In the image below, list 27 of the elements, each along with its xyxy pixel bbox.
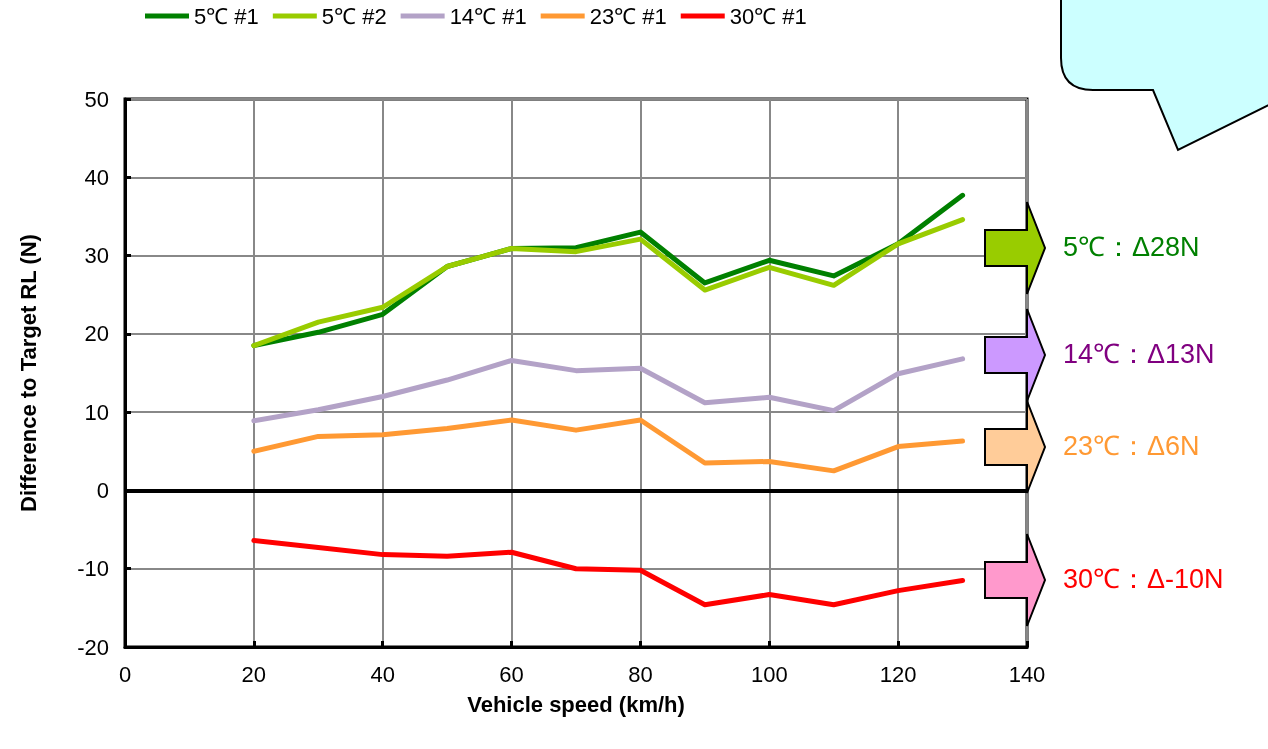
y-tick-label: 0 xyxy=(96,477,109,503)
legend-label: 5℃ #2 xyxy=(321,3,387,29)
x-tick-label: 20 xyxy=(241,661,267,687)
legend-label: 5℃ #1 xyxy=(194,3,259,29)
legend-label: 14℃ #1 xyxy=(449,3,527,29)
x-tick-label: 0 xyxy=(118,661,132,687)
text: 30℃：Δ-10N xyxy=(1063,564,1224,594)
x-tick-label: 60 xyxy=(499,661,524,687)
y-tick-label: 50 xyxy=(84,86,109,112)
y-tick-label: 20 xyxy=(84,321,109,347)
y-axis-title: Difference to Target RL (N) xyxy=(15,234,41,512)
x-axis-title: Vehicle speed (km/h) xyxy=(467,691,685,717)
x-tick-label: 120 xyxy=(879,661,917,687)
y-tick-label: -20 xyxy=(77,634,109,660)
y-tick-label: 40 xyxy=(84,164,109,190)
x-tick-label: 80 xyxy=(628,661,653,687)
y-tick-label: -10 xyxy=(77,556,109,582)
text: 23℃：Δ6N xyxy=(1063,431,1200,461)
x-tick-label: 40 xyxy=(370,661,395,687)
y-tick-label: 30 xyxy=(84,243,109,269)
legend-label: 23℃ #1 xyxy=(589,3,667,29)
x-tick-label: 140 xyxy=(1008,661,1046,687)
x-tick-label: 100 xyxy=(750,661,788,687)
legend-label: 30℃ #1 xyxy=(729,3,807,29)
text: 14℃：Δ13N xyxy=(1063,339,1215,369)
text: 5℃：Δ28N xyxy=(1063,232,1200,262)
y-tick-label: 10 xyxy=(84,399,109,425)
